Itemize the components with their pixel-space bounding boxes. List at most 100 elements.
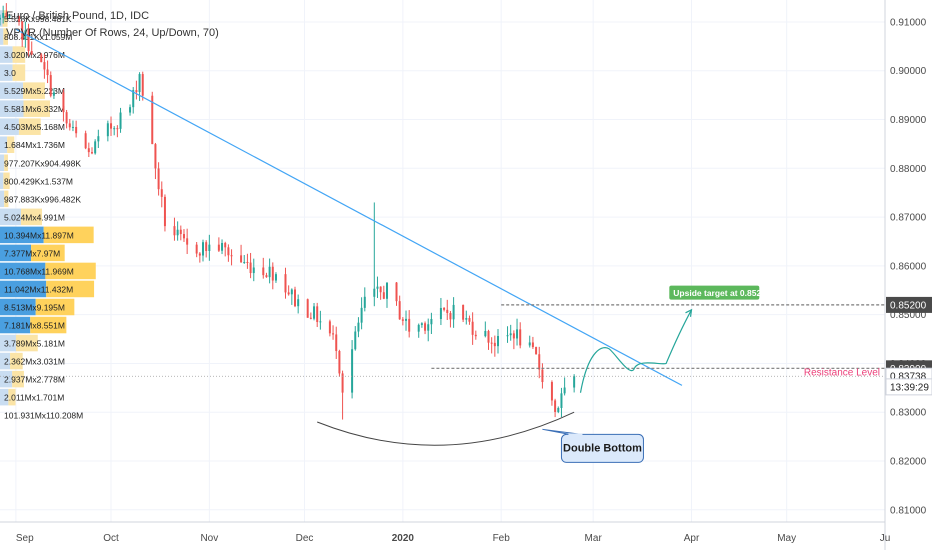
candle-body xyxy=(516,329,519,339)
candle-body xyxy=(468,318,471,322)
candle-body xyxy=(408,318,411,332)
volume-profile-label: 7.377Mx7.97M xyxy=(4,248,60,258)
volume-profile-up-bar xyxy=(0,64,13,81)
double-bottom-label: Double Bottom xyxy=(563,442,642,454)
candle-body xyxy=(465,318,468,320)
candle-body xyxy=(385,282,388,299)
candle-body xyxy=(512,333,515,339)
y-tick-label: 0.89000 xyxy=(890,115,927,126)
volume-profile-down-bar xyxy=(23,82,45,99)
candle-body xyxy=(224,242,227,248)
candle-body xyxy=(443,307,446,310)
volume-profile-down-bar xyxy=(12,64,26,81)
candle-body xyxy=(538,354,541,370)
candle-body xyxy=(306,299,309,318)
volume-profile-label: 10.394Mx11.897M xyxy=(4,230,74,240)
candle-body xyxy=(217,244,220,251)
candle-body xyxy=(21,21,24,40)
volume-profile-up-bar xyxy=(0,316,31,334)
candle-body xyxy=(535,347,538,355)
volume-profile-label: 5.024Mx4.991M xyxy=(4,212,65,222)
candle-body xyxy=(294,289,296,307)
descending-trendline xyxy=(15,28,683,386)
candle-body xyxy=(420,323,423,325)
candle-body xyxy=(265,275,268,278)
indicator-label: VPVR (Number Of Rows, 24, Up/Down, 70) xyxy=(6,27,219,39)
candle-body xyxy=(249,262,252,274)
candle-body xyxy=(0,17,1,20)
volume-profile-up-bar xyxy=(0,82,24,99)
candle-body xyxy=(509,333,512,336)
y-tick-label: 0.91000 xyxy=(890,17,927,28)
volume-profile-up-bar xyxy=(0,226,44,244)
candle-body xyxy=(506,335,509,337)
x-tick-label: May xyxy=(777,533,796,544)
candle-body xyxy=(110,123,113,129)
candle-body xyxy=(141,74,144,96)
upside-target-badge xyxy=(669,285,760,300)
candle-body xyxy=(195,244,198,254)
volume-profile-label: 800.429Kx1.537M xyxy=(4,176,73,186)
candle-body xyxy=(531,342,534,348)
candle-body xyxy=(338,350,341,374)
candle-body xyxy=(274,274,277,281)
volume-profile-total-label: 101.931Mx110.208M xyxy=(4,411,83,421)
volume-profile-up-bar xyxy=(0,298,36,316)
candle-body xyxy=(528,342,531,346)
volume-profile-up-bar xyxy=(0,118,19,135)
volume-profile-up-bar xyxy=(0,172,4,190)
volume-profile-up-bar xyxy=(0,46,13,63)
volume-profile-label: 1.684Mx1.736M xyxy=(4,140,65,150)
volume-profile-up-bar xyxy=(0,370,13,388)
double-bottom-callout-join xyxy=(568,433,583,437)
candle-body xyxy=(182,234,185,239)
candle-body xyxy=(24,30,27,40)
annotation-layer: Upside target at 0.8520 Resistance Level D… xyxy=(0,28,885,463)
price-axis-box-label: 0.85200 xyxy=(890,300,927,311)
price-axis-box-label: 0.83738 xyxy=(890,372,927,383)
candle-body xyxy=(157,168,160,190)
volume-profile-label: 11.042Mx11.432M xyxy=(4,284,73,294)
volume-profile-down-bar xyxy=(4,154,8,172)
x-tick-label: 2020 xyxy=(392,533,415,544)
candle-body xyxy=(439,307,442,320)
x-tick-label: Mar xyxy=(585,533,603,544)
candle-body xyxy=(417,324,420,332)
volume-profile-down-bar xyxy=(12,370,24,388)
candle-body xyxy=(43,62,46,70)
volume-profile-down-bar xyxy=(10,352,23,370)
candle-body xyxy=(382,292,385,299)
candle-body xyxy=(90,152,93,154)
candle-body xyxy=(363,296,366,308)
candle-body xyxy=(484,330,487,337)
volume-profile-down-bar xyxy=(30,316,67,334)
candle-body xyxy=(373,288,376,297)
candle-body xyxy=(116,128,119,130)
volume-profile-label: 2.362Mx3.031M xyxy=(4,357,65,367)
volume-profile-down-bar xyxy=(15,334,38,352)
candle-body xyxy=(252,267,255,274)
candle-body xyxy=(87,148,90,153)
volume-profile-up-bar xyxy=(0,388,9,406)
price-axis-box xyxy=(885,378,932,396)
volume-profile-up-bar xyxy=(0,190,5,208)
volume-profile-down-bar xyxy=(21,208,42,226)
price-axis-box xyxy=(886,296,932,313)
candle-body xyxy=(550,382,553,401)
candle-body xyxy=(106,123,109,137)
y-tick-label: 0.88000 xyxy=(890,164,927,175)
volume-profile-label: 5.581Mx6.332M xyxy=(4,104,65,114)
volume-profile-down-bar xyxy=(12,46,26,63)
candle-body xyxy=(560,393,563,408)
volume-profile-down-bar xyxy=(23,100,50,117)
candle-body xyxy=(297,299,300,307)
candle-body xyxy=(240,255,243,263)
x-tick-label: Sep xyxy=(16,533,34,544)
candle-body xyxy=(49,75,52,96)
candle-body xyxy=(519,329,522,346)
candle-body xyxy=(287,292,290,295)
candle-body xyxy=(18,16,21,22)
candle-body xyxy=(2,12,5,18)
